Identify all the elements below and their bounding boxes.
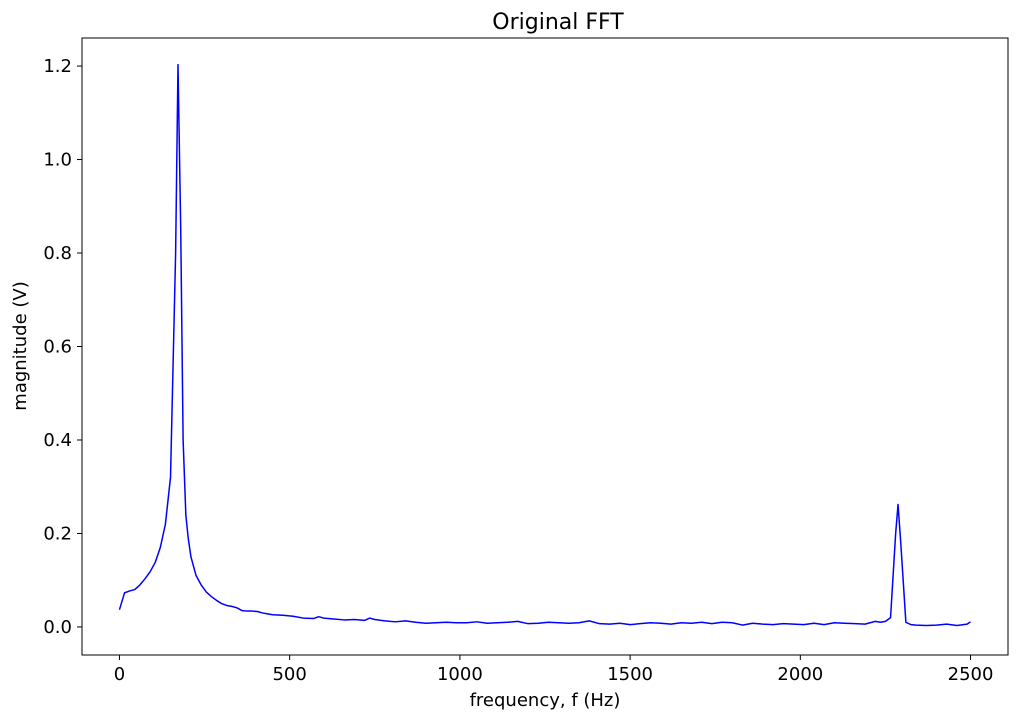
x-tick-label: 500 (272, 664, 306, 685)
y-tick-label: 0.8 (43, 243, 72, 264)
fft-magnitude-line (118, 63, 971, 627)
y-tick-label: 0.0 (43, 617, 72, 638)
y-tick-label: 1.0 (43, 150, 72, 171)
y-tick-label: 0.6 (43, 337, 72, 358)
x-tick-label: 2500 (948, 664, 994, 685)
y-axis-label: magnitude (V) (10, 281, 31, 410)
x-axis-label: frequency, f (Hz) (470, 690, 621, 711)
x-axis: 0 500 1000 1500 2000 2500 (114, 655, 994, 685)
y-axis: 0.0 0.2 0.4 0.6 0.8 1.0 1.2 (43, 56, 82, 638)
chart-title: Original FFT (492, 10, 624, 35)
x-tick-label: 0 (114, 664, 125, 685)
plot-area (82, 38, 1008, 655)
series-layer (118, 63, 971, 627)
y-tick-label: 1.2 (43, 56, 72, 77)
y-tick-label: 0.4 (43, 430, 72, 451)
y-tick-label: 0.2 (43, 523, 72, 544)
x-tick-label: 2000 (777, 664, 823, 685)
x-tick-label: 1500 (607, 664, 653, 685)
x-tick-label: 1000 (437, 664, 483, 685)
